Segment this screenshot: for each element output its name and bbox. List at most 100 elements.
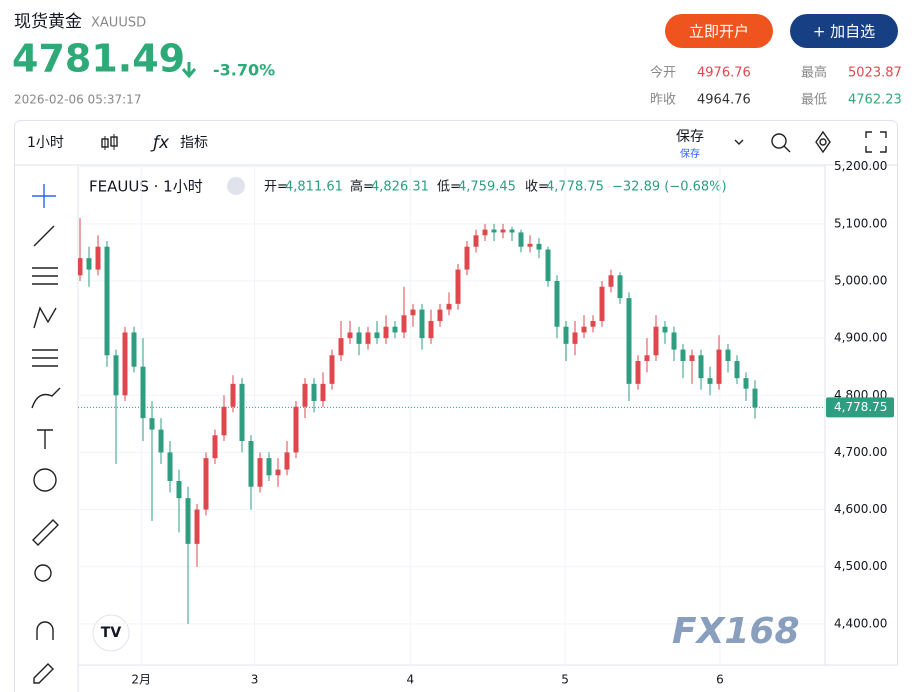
- stat-value: 4762.23: [848, 93, 902, 108]
- brush-tool[interactable]: [31, 387, 61, 409]
- zoom-icon-handle[interactable]: [783, 145, 791, 153]
- candle-body: [347, 332, 353, 339]
- interval-button[interactable]: 1小时: [27, 135, 64, 151]
- y-tick-label: 4,500.00: [834, 559, 887, 573]
- legend-toggle[interactable]: [227, 177, 245, 195]
- candle-body: [194, 509, 200, 544]
- candle-body: [509, 229, 515, 233]
- candle-body: [140, 366, 146, 419]
- candle-body: [248, 441, 254, 487]
- legend-text: 4,759.45: [458, 180, 516, 195]
- legend-text: 开=: [264, 180, 288, 195]
- y-tick-label: 4,600.00: [834, 502, 887, 516]
- legend-text: 高=: [350, 179, 374, 195]
- candle-body: [221, 406, 227, 436]
- candle-body: [563, 326, 569, 344]
- candle-body: [78, 258, 83, 276]
- candle-icon-body[interactable]: [110, 136, 118, 147]
- fx-icon[interactable]: ƒx: [150, 133, 170, 153]
- drawing-tools: [31, 184, 61, 684]
- candle-body: [473, 235, 479, 247]
- magnet-tool[interactable]: [36, 621, 54, 640]
- candle-body: [644, 355, 650, 361]
- candle-body: [302, 383, 308, 407]
- candle-body: [662, 326, 668, 333]
- x-tick-label: 6: [716, 673, 724, 687]
- y-tick-label: 4,900.00: [834, 331, 887, 345]
- stat-label: 最高: [801, 65, 827, 81]
- legend-text: 4,826.31: [371, 180, 429, 195]
- text-tool[interactable]: [37, 429, 53, 449]
- watchlist-button[interactable]: [790, 14, 898, 48]
- candle-body: [212, 435, 218, 459]
- candle-body: [482, 229, 488, 236]
- candle-body: [419, 309, 425, 339]
- projection-tool[interactable]: [32, 349, 58, 367]
- candle-body: [698, 355, 704, 379]
- open-account-button[interactable]: [665, 14, 773, 48]
- candle-body: [707, 378, 713, 384]
- candle-body: [428, 321, 434, 339]
- candle-body: [500, 229, 506, 233]
- candle-body: [716, 349, 722, 384]
- candle-body: [158, 429, 164, 453]
- settings-icon-center[interactable]: [819, 138, 827, 146]
- candle-body: [608, 275, 614, 287]
- candle-body: [86, 258, 92, 270]
- timestamp: 2026-02-06 05:37:17: [14, 93, 141, 107]
- fullscreen-icon[interactable]: [865, 131, 887, 153]
- zoom-tool[interactable]: [34, 564, 52, 582]
- open-account-label[interactable]: 立即开户: [689, 23, 749, 41]
- candle-body: [455, 269, 461, 304]
- save-dropdown[interactable]: [734, 139, 744, 145]
- candle-body: [176, 481, 182, 499]
- candle-body: [356, 332, 362, 344]
- candle-body: [671, 332, 677, 350]
- y-tick-label: 4,400.00: [834, 616, 887, 630]
- legend-text: 4,778.75: [546, 180, 604, 195]
- candle-body: [527, 243, 533, 247]
- candle-body: [239, 383, 245, 441]
- candle-body: [383, 326, 389, 339]
- legend-text: 4,811.61: [285, 180, 343, 195]
- change-pct: -3.70%: [213, 61, 275, 80]
- x-tick-label: 2月: [131, 673, 151, 687]
- candle-body: [131, 332, 137, 367]
- chart-panel: [14, 120, 898, 692]
- save-button[interactable]: 保存: [676, 129, 704, 145]
- legend-text: 收=: [525, 180, 549, 195]
- y-tick-label: 4,700.00: [834, 445, 887, 459]
- stat-label: 最低: [801, 93, 827, 108]
- down-arrow: [181, 62, 197, 79]
- candle-body: [536, 243, 542, 250]
- legend-text: −32.89 (−0.68%): [612, 180, 727, 195]
- candle-body: [545, 249, 551, 281]
- crosshair-tool[interactable]: [32, 184, 56, 208]
- candle-body: [437, 309, 443, 321]
- zoom-icon[interactable]: [771, 133, 787, 149]
- candle-body: [122, 332, 128, 396]
- corner: [826, 665, 898, 692]
- candle-body: [743, 378, 749, 389]
- fib-tool[interactable]: [32, 267, 58, 285]
- stat-value: 4964.76: [697, 93, 751, 108]
- tv-logo-mark[interactable]: TV: [101, 625, 122, 641]
- candle-body: [572, 332, 578, 344]
- candle-icon-body[interactable]: [101, 138, 109, 148]
- candle-body: [689, 355, 695, 361]
- ruler-tool[interactable]: [32, 519, 59, 546]
- indicators-button[interactable]: 指标: [180, 135, 208, 151]
- candle-body: [329, 355, 335, 384]
- emoji-tool[interactable]: [33, 468, 57, 492]
- line-tool[interactable]: [33, 225, 55, 247]
- watchlist-label[interactable]: + 加自选: [813, 23, 875, 41]
- candle-body: [266, 458, 272, 476]
- pattern-tool[interactable]: [33, 306, 57, 329]
- asset-symbol: XAUUSD: [91, 16, 146, 31]
- x-tick-label: 3: [251, 673, 259, 687]
- last-price-box: [826, 397, 894, 418]
- settings-icon[interactable]: [815, 130, 831, 154]
- lock-tool[interactable]: [33, 663, 54, 684]
- candle-body: [257, 458, 263, 487]
- candle-body: [320, 383, 326, 401]
